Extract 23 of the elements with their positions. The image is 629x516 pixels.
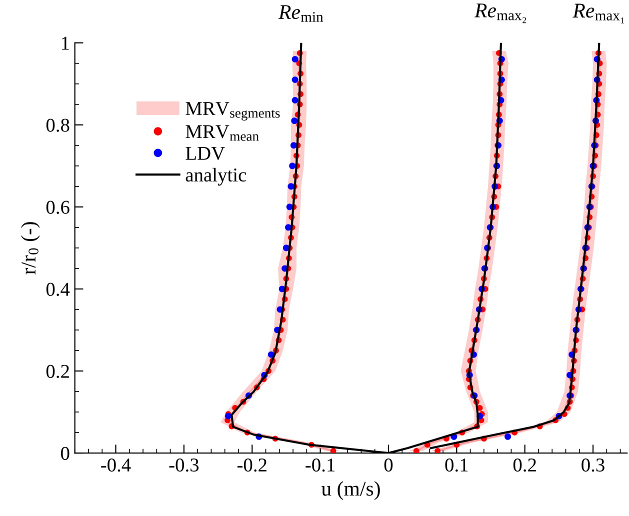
x-tick-label: 0.1: [445, 458, 468, 472]
x-tick-label: -0.1: [306, 458, 335, 472]
x-tick-label: 0.3: [582, 458, 604, 472]
x-tick-label: -0.2: [237, 458, 266, 472]
annotation: Re$_{max₁}$: [572, 4, 624, 24]
y-tick-label: 0.4: [46, 282, 70, 296]
annotation: Re$_{min}$: [278, 5, 324, 22]
legend-label: MRV$_{mean}$: [186, 125, 259, 141]
legend-label: MRV$_{segments}$: [186, 102, 280, 120]
x-tick-label: 0: [384, 458, 393, 472]
annotation: Re$_{max₂}$: [474, 4, 526, 24]
legend-label: LDV: [186, 147, 225, 160]
x-tick-label: -0.3: [169, 458, 199, 472]
x-tick-label: 0.2: [513, 458, 536, 472]
y-tick-label: 0.2: [46, 364, 69, 378]
y-tick-label: 0.6: [46, 200, 70, 214]
x-tick-label: -0.4: [101, 458, 131, 472]
y-tick-label: 0: [61, 446, 70, 460]
legend-label: analytic: [186, 168, 246, 186]
y-axis-title: r/r$_{0}$ (-): [20, 222, 40, 274]
y-tick-label: 0.8: [46, 118, 70, 132]
y-tick-label: 1: [62, 36, 69, 50]
x-axis-title: u (m/s): [321, 481, 380, 500]
